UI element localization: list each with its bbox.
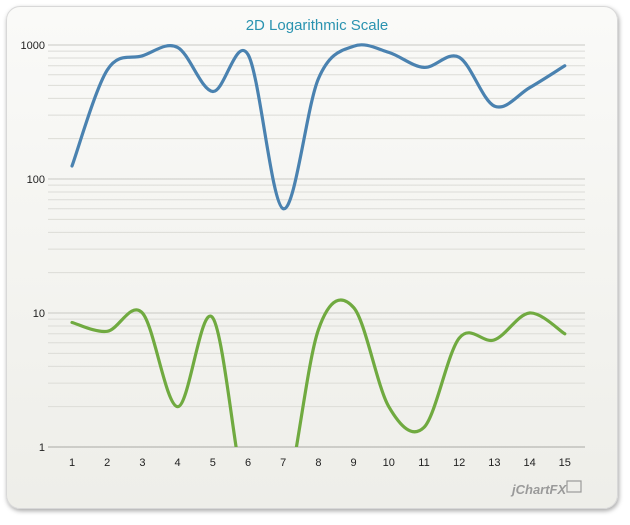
x-tick-label: 11 <box>418 457 429 469</box>
series-line-1 <box>70 43 567 211</box>
series-line-2 <box>70 298 567 447</box>
chart-title: 2D Logarithmic Scale <box>246 17 389 34</box>
x-tick-label: 14 <box>523 457 535 469</box>
jchartfx-logo: jChartFX <box>510 480 582 497</box>
x-tick-label: 9 <box>351 457 357 469</box>
x-tick-label: 4 <box>175 457 181 469</box>
x-tick-label: 6 <box>245 457 251 469</box>
x-tick-label: 15 <box>559 457 571 469</box>
x-tick-label: 3 <box>139 457 145 469</box>
x-tick-label: 7 <box>280 457 286 469</box>
x-tick-label: 8 <box>315 457 321 469</box>
y-tick-label: 1 <box>39 442 45 454</box>
x-tick-label: 5 <box>210 457 216 469</box>
x-tick-label: 12 <box>453 457 465 469</box>
x-tick-label: 13 <box>488 457 500 469</box>
x-tick-label: 2 <box>104 457 110 469</box>
x-tick-label: 10 <box>383 457 395 469</box>
y-tick-label: 1000 <box>21 40 45 52</box>
logo-text: jChartFX <box>510 482 568 497</box>
y-tick-label: 10 <box>33 308 45 320</box>
y-tick-label: 100 <box>27 174 45 186</box>
chart-frame <box>6 6 618 509</box>
x-tick-label: 1 <box>69 457 75 469</box>
